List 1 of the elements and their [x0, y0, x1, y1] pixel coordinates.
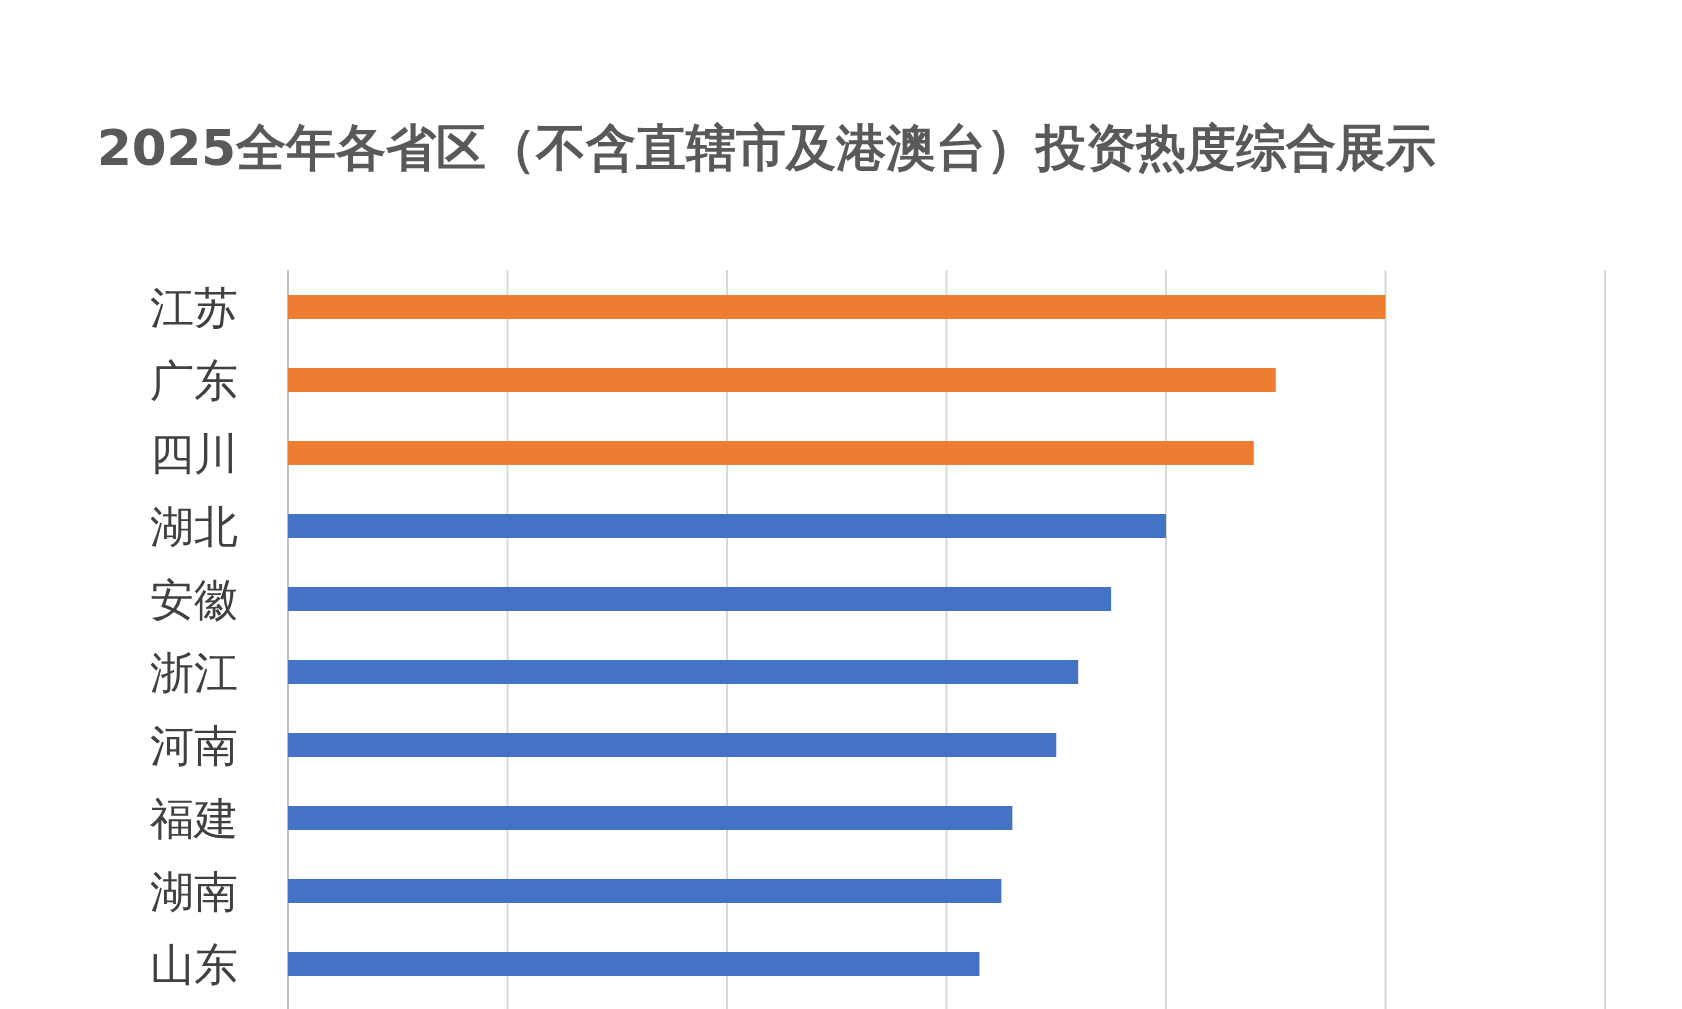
- title: 2025全年各省区（不含直辖市及港澳台）投资热度综合展示: [97, 119, 1437, 177]
